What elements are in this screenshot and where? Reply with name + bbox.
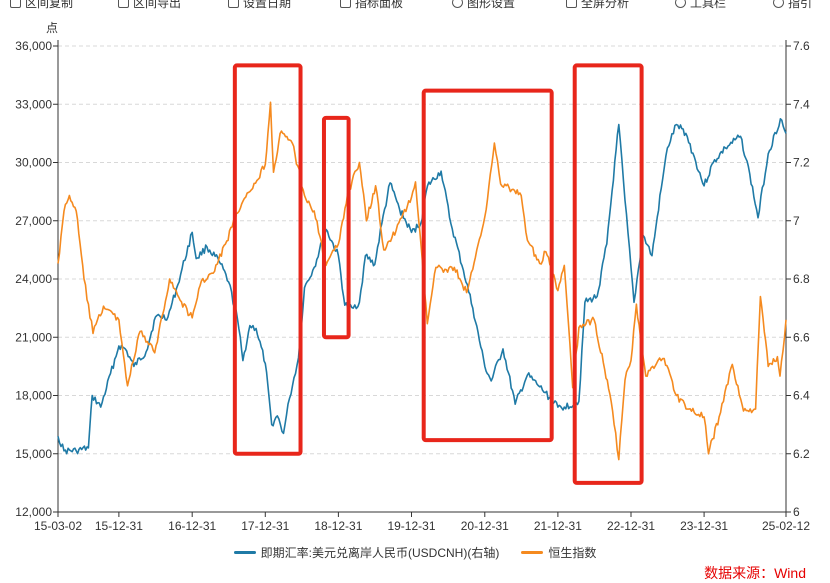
y-axis-left: 12,000 15,000 18,000 21,000 24,000 27,000 30,0… [15,39,59,519]
calendar-icon [228,0,239,8]
x-axis: 15-03-02 15-12-31 16-12-31 17-12-31 18-12-31… [34,512,810,533]
y-right-tick-label: 7.2 [793,156,810,170]
toolbar-item-2[interactable]: 设置日期 [228,0,291,10]
y-right-tick-label: 6.8 [793,272,810,286]
panel-icon [340,0,351,8]
highlight-boxes [232,63,644,485]
toolbar-item-label: 设置日期 [243,0,292,10]
toolbar-item-label: 全屏分析 [581,0,630,10]
y-left-unit-label: 点 [46,21,58,35]
series-line-hsi [57,101,787,461]
y-right-tick-label: 7.4 [793,97,810,111]
x-tick-label: 19-12-31 [387,519,435,533]
x-tick-label: 20-12-31 [461,519,509,533]
copy-icon [10,0,21,8]
y-left-tick-label: 27,000 [15,214,52,228]
toolbar-item-label: 指引 [788,0,813,10]
y-right-tick-label: 6.4 [793,389,810,403]
toolbar-item-label: 区间复制 [25,0,74,10]
y-left-tick-label: 21,000 [15,330,52,344]
legend-item-usdcnh[interactable]: 即期汇率:美元兑离岸人民币(USDCNH)(右轴) [233,544,500,561]
toolbar-item-label: 工具栏 [690,0,727,10]
y-right-tick-label: 6.2 [793,447,810,461]
x-tick-label: 16-12-31 [168,519,216,533]
fullscreen-icon [566,0,577,8]
legend-label-usdcnh: 即期汇率:美元兑离岸人民币(USDCNH)(右轴) [260,546,500,560]
y-right-tick-label: 6.6 [793,330,810,344]
toolbar-item-7[interactable]: 指引 [773,0,812,10]
highlight-box-4 [572,63,644,485]
toolbar-item-4[interactable]: 图形设置 [452,0,515,10]
x-tick-label: 23-12-31 [680,519,728,533]
legend-label-hsi: 恒生指数 [548,546,597,560]
x-tick-label: 18-12-31 [314,519,362,533]
highlight-box-3 [421,88,554,443]
series-line-usdcnh [57,118,787,455]
legend-item-hsi[interactable]: 恒生指数 [521,544,596,561]
y-left-tick-label: 12,000 [15,505,52,519]
y-left-tick-label: 24,000 [15,272,52,286]
toolbar: 区间复制 区间导出 设置日期 指标面板 图形设置 全屏分析 工具栏 指引 [0,0,830,10]
legend: 即期汇率:美元兑离岸人民币(USDCNH)(右轴) 恒生指数 [0,544,830,561]
legend-swatch-usdcnh [233,551,256,554]
toolbar-item-label: 区间导出 [133,0,182,10]
data-source-note: 数据来源：Wind [704,565,806,581]
y-left-tick-label: 36,000 [15,39,52,53]
toolbar-item-label: 指标面板 [355,0,404,10]
toolbar-item-6[interactable]: 工具栏 [675,0,726,10]
toolbar-icon [675,0,686,8]
toolbar-item-3[interactable]: 指标面板 [340,0,403,10]
settings-icon [452,0,463,8]
y-left-tick-label: 18,000 [15,389,52,403]
highlight-box-1 [232,63,303,456]
y-left-tick-label: 15,000 [15,447,52,461]
y-left-tick-label: 33,000 [15,97,52,111]
toolbar-item-5[interactable]: 全屏分析 [566,0,629,10]
y-right-tick-label: 6 [793,505,800,519]
highlight-box-2 [321,115,351,340]
x-tick-label: 17-12-31 [241,519,289,533]
y-right-tick-label: 7 [793,214,800,228]
x-tick-label: 25-02-12 [762,519,810,533]
x-tick-label: 22-12-31 [607,519,655,533]
legend-swatch-hsi [521,551,544,554]
toolbar-item-label: 图形设置 [467,0,516,10]
toolbar-item-0[interactable]: 区间复制 [10,0,73,10]
x-tick-label: 21-12-31 [534,519,582,533]
y-left-tick-label: 30,000 [15,156,52,170]
y-right-tick-label: 7.6 [793,39,810,53]
x-tick-label: 15-12-31 [95,519,143,533]
export-icon [118,0,129,8]
x-tick-label: 15-03-02 [34,519,82,533]
toolbar-item-1[interactable]: 区间导出 [118,0,181,10]
y-axis-right: 6 6.2 6.4 6.6 6.8 7 7.2 7.4 7.6 [785,39,810,519]
help-icon [773,0,784,8]
